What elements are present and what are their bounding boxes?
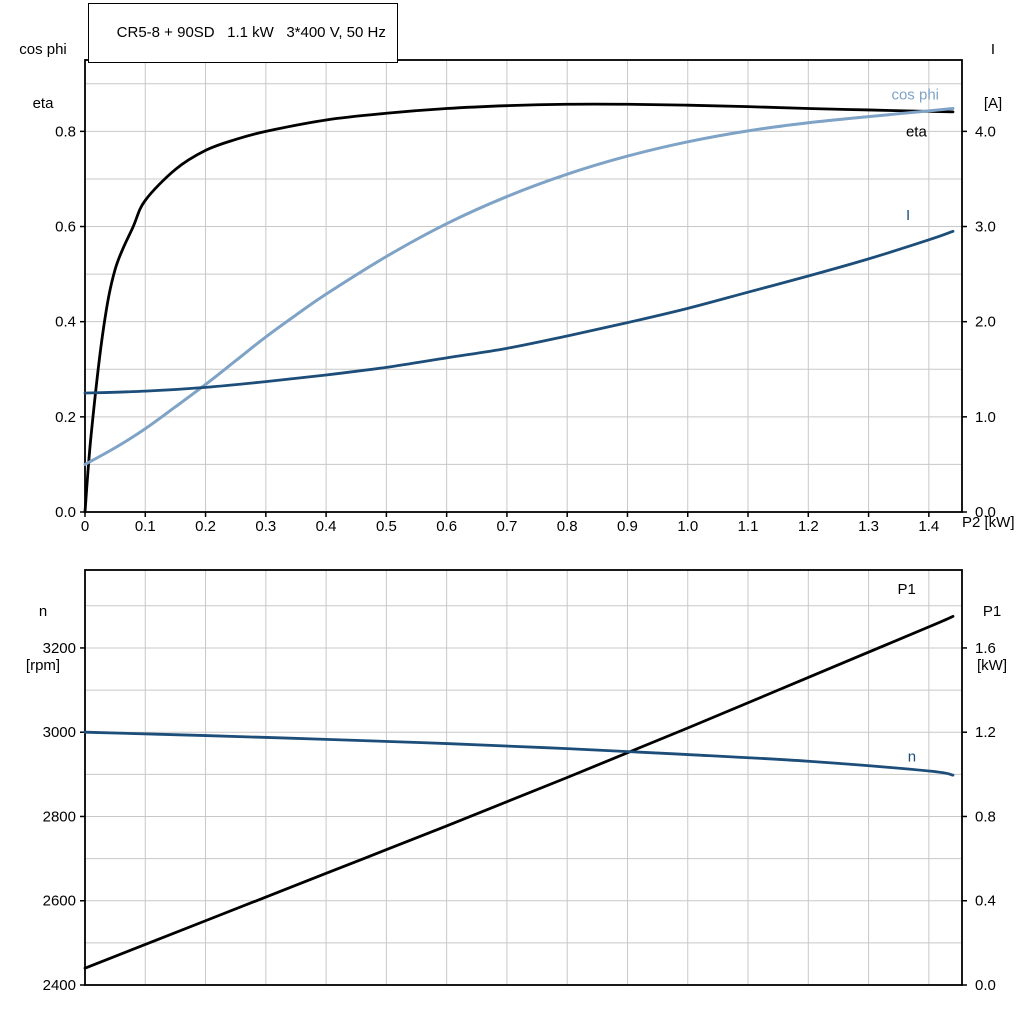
tick-label-left: 2400 [43, 977, 76, 994]
tick-label-right: 1.2 [975, 724, 996, 741]
curve-label-eta: eta [906, 123, 928, 140]
lower-right-axis-title: P1 [kW] [964, 567, 1020, 711]
axis-title-speed-unit: [rpm] [25, 657, 61, 674]
chart-title-box: CR5-8 + 90SD 1.1 kW 3*400 V, 50 Hz [88, 3, 398, 63]
curve-eta [83, 102, 955, 514]
tick-label-bottom: 1.2 [798, 518, 819, 535]
tick-label-right: 0.0 [975, 504, 996, 521]
tick-label-left: 0.8 [55, 123, 76, 140]
curve-label-p1: P1 [898, 581, 916, 598]
tick-label-left: 0.4 [55, 314, 76, 331]
tick-label-bottom: 0.6 [436, 518, 457, 535]
tick-label-left: 3200 [43, 640, 76, 657]
axis-title-current-unit: [A] [983, 95, 1003, 112]
tick-label-right: 4.0 [975, 123, 996, 140]
tick-label-bottom: 0.3 [255, 518, 276, 535]
axis-title-speed: n [38, 603, 48, 620]
tick-label-bottom: 0.8 [557, 518, 578, 535]
tick-label-right: 1.6 [975, 640, 996, 657]
tick-label-bottom: 0 [81, 518, 89, 535]
tick-label-bottom: 0.1 [135, 518, 156, 535]
tick-label-bottom: 0.4 [316, 518, 337, 535]
tick-label-left: 2600 [43, 893, 76, 910]
curve-n [83, 730, 955, 777]
upper-left-axis-title: cos phi eta [6, 5, 80, 149]
tick-label-right: 1.0 [975, 409, 996, 426]
tick-label-bottom: 0.2 [195, 518, 216, 535]
curve-i [83, 229, 955, 395]
tick-label-bottom: 1.3 [858, 518, 879, 535]
tick-label-right: 0.0 [975, 977, 996, 994]
tick-label-bottom: 0.7 [496, 518, 517, 535]
tick-label-right: 0.8 [975, 808, 996, 825]
chart-title: CR5-8 + 90SD 1.1 kW 3*400 V, 50 Hz [116, 24, 386, 41]
axis-title-cosphi: cos phi [19, 41, 67, 58]
upper-right-axis-title: I [A] [968, 5, 1018, 149]
axis-title-current: I [990, 41, 996, 58]
tick-label-right: 3.0 [975, 219, 996, 236]
tick-label-bottom: 1.1 [738, 518, 759, 535]
curve-label-cos-phi: cos phi [891, 86, 939, 103]
tick-label-left: 2800 [43, 808, 76, 825]
axis-title-p1: P1 [982, 603, 1002, 620]
tick-label-bottom: 1.4 [918, 518, 939, 535]
tick-label-bottom: 0.9 [617, 518, 638, 535]
tick-label-left: 0.0 [55, 504, 76, 521]
curve-label-n: n [908, 749, 916, 766]
tick-label-right: 2.0 [975, 314, 996, 331]
curve-p1 [83, 614, 955, 970]
tick-label-right: 0.4 [975, 893, 996, 910]
tick-label-left: 0.6 [55, 219, 76, 236]
x-axis-title: P2 [kW] [962, 514, 1015, 531]
tick-label-bottom: 0.5 [376, 518, 397, 535]
curve-label-i: I [906, 207, 910, 224]
curve-cos-phi [83, 107, 955, 466]
plot-frame [84, 569, 963, 986]
lower-left-axis-title: n [rpm] [6, 567, 80, 711]
tick-label-left: 0.2 [55, 409, 76, 426]
tick-label-bottom: 1.0 [677, 518, 698, 535]
plot-frame [84, 59, 963, 513]
axis-title-p1-unit: [kW] [977, 657, 1007, 674]
axis-title-eta: eta [32, 95, 54, 112]
tick-label-left: 3000 [43, 724, 76, 741]
